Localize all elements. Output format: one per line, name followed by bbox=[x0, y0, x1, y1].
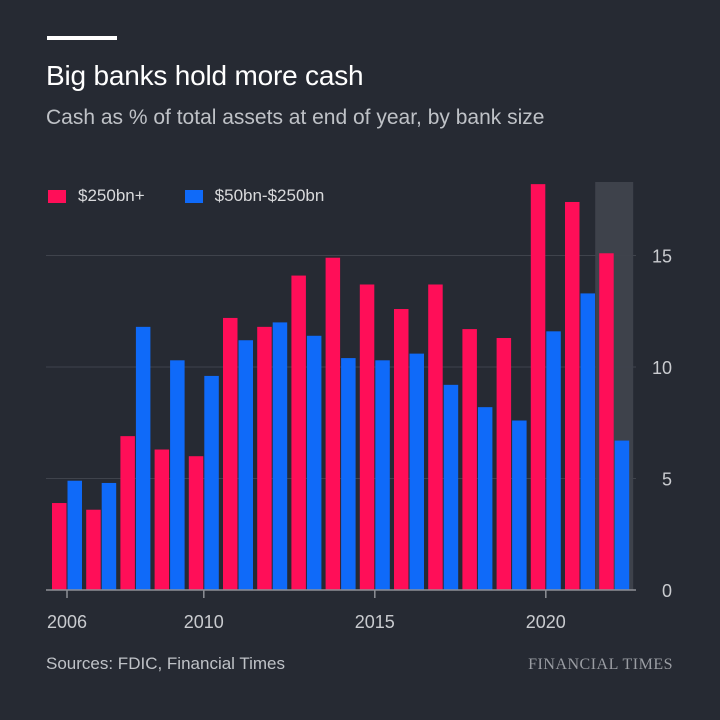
chart-subtitle: Cash as % of total assets at end of year… bbox=[46, 106, 545, 129]
bar-50bn-250bn bbox=[272, 322, 288, 590]
bar-50bn-250bn bbox=[306, 335, 322, 590]
legend-label-mid: $50bn-$250bn bbox=[214, 186, 325, 205]
source-note: Sources: FDIC, Financial Times bbox=[46, 654, 286, 673]
bar-250bn-plus bbox=[52, 503, 67, 590]
bar-50bn-250bn bbox=[238, 340, 253, 590]
y-tick-label: 0 bbox=[662, 581, 672, 601]
x-tick-label: 2006 bbox=[47, 612, 87, 632]
brand-wordmark: FINANCIAL TIMES bbox=[528, 656, 673, 673]
bar-250bn-plus bbox=[530, 184, 546, 590]
legend-label-large: $250bn+ bbox=[78, 186, 145, 205]
bar-250bn-plus bbox=[325, 257, 341, 590]
bar-250bn-plus bbox=[428, 284, 443, 590]
x-tick-label: 2015 bbox=[355, 612, 395, 632]
chart-title: Big banks hold more cash bbox=[46, 60, 364, 91]
legend-swatch-mid bbox=[184, 189, 203, 203]
bar-50bn-250bn bbox=[135, 326, 151, 590]
bar-50bn-250bn bbox=[67, 480, 82, 590]
bar-250bn-plus bbox=[223, 317, 238, 590]
legend: $250bn+ $50bn-$250bn bbox=[48, 184, 364, 208]
legend-item-large: $250bn+ bbox=[48, 186, 145, 206]
x-tick-label: 2010 bbox=[184, 612, 224, 632]
legend-item-mid: $50bn-$250bn bbox=[184, 186, 325, 206]
bar-50bn-250bn bbox=[204, 375, 219, 590]
top-rule bbox=[47, 36, 117, 40]
bar-50bn-250bn bbox=[409, 353, 424, 590]
bar-250bn-plus bbox=[599, 253, 614, 590]
bar-250bn-plus bbox=[359, 284, 375, 590]
bar-250bn-plus bbox=[257, 326, 272, 590]
bar-50bn-250bn bbox=[170, 360, 185, 590]
bar-250bn-plus bbox=[154, 449, 170, 590]
bar-250bn-plus bbox=[462, 329, 477, 590]
y-tick-label: 10 bbox=[652, 358, 672, 378]
bar-50bn-250bn bbox=[546, 331, 561, 590]
bar-50bn-250bn bbox=[341, 358, 356, 590]
bar-50bn-250bn bbox=[101, 482, 117, 590]
bar-250bn-plus bbox=[120, 436, 135, 590]
bar-50bn-250bn bbox=[580, 293, 595, 590]
x-tick-label: 2020 bbox=[526, 612, 566, 632]
bar-50bn-250bn bbox=[614, 440, 630, 590]
bar-250bn-plus bbox=[188, 456, 204, 590]
bar-50bn-250bn bbox=[512, 420, 527, 590]
legend-swatch-large bbox=[48, 189, 66, 203]
bar-250bn-plus bbox=[86, 509, 101, 590]
y-tick-label: 5 bbox=[662, 470, 672, 490]
y-tick-label: 15 bbox=[652, 247, 672, 267]
bar-50bn-250bn bbox=[477, 407, 493, 590]
bar-250bn-plus bbox=[291, 275, 306, 590]
bar-50bn-250bn bbox=[375, 360, 390, 590]
bar-50bn-250bn bbox=[443, 384, 459, 590]
bar-250bn-plus bbox=[394, 309, 409, 590]
bar-250bn-plus bbox=[565, 201, 580, 591]
bar-250bn-plus bbox=[496, 338, 512, 590]
